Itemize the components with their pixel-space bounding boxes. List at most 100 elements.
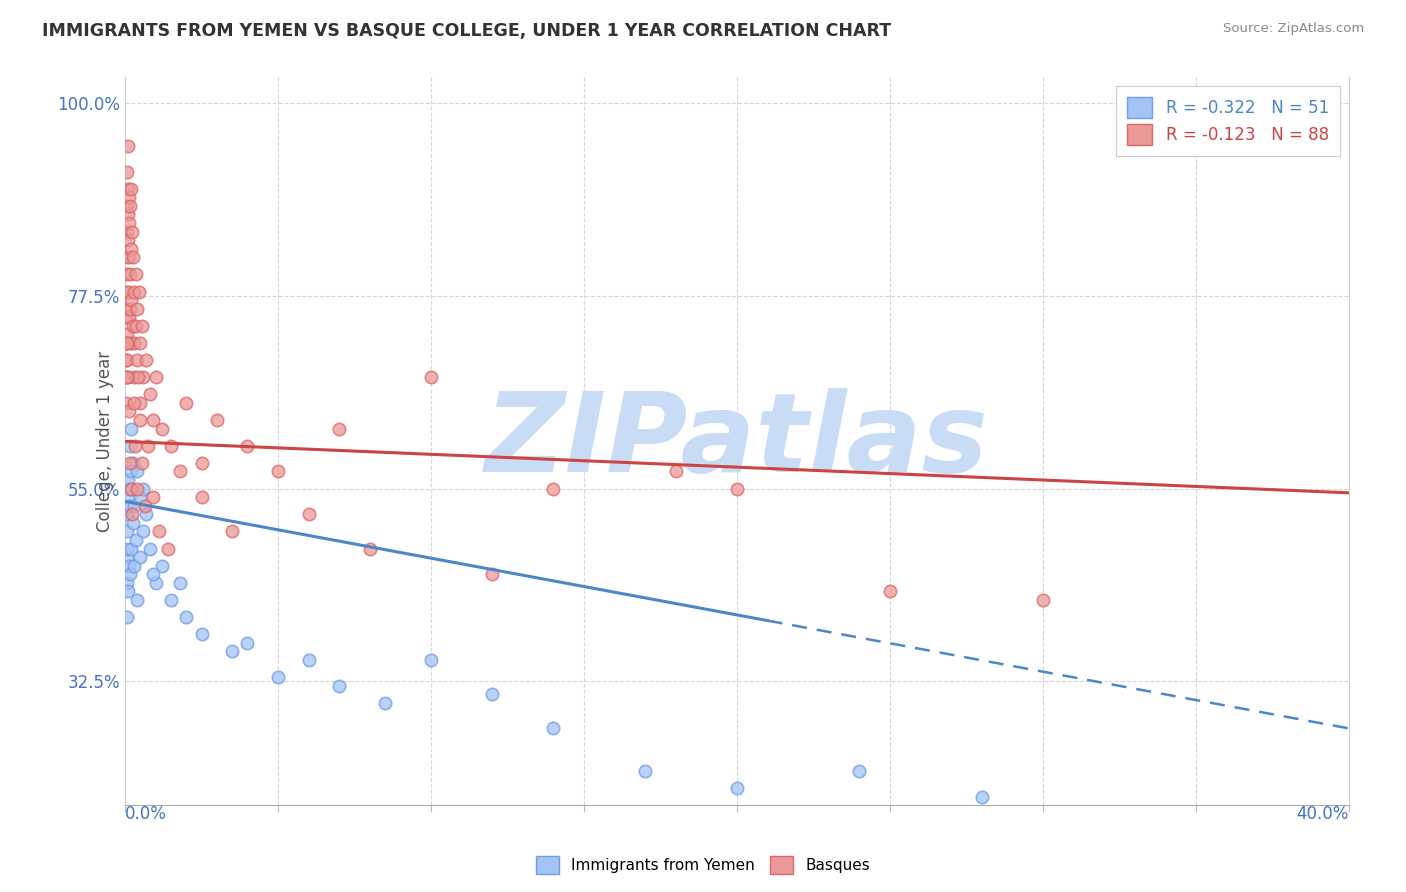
Point	[970, 789, 993, 804]
Point	[117, 370, 139, 384]
Point	[118, 199, 141, 213]
Point	[150, 422, 173, 436]
Point	[145, 575, 167, 590]
Point	[118, 301, 141, 316]
Point	[121, 318, 143, 333]
Point	[120, 293, 142, 307]
Point	[117, 182, 139, 196]
Point	[124, 439, 146, 453]
Point	[120, 482, 142, 496]
Point	[118, 439, 141, 453]
Point	[117, 164, 139, 178]
Point	[150, 558, 173, 573]
Point	[131, 318, 153, 333]
Point	[125, 268, 148, 282]
Point	[131, 456, 153, 470]
Point	[115, 335, 138, 350]
Point	[122, 285, 145, 299]
Point	[169, 465, 191, 479]
Point	[297, 508, 319, 522]
Point	[634, 764, 657, 779]
Point	[725, 781, 748, 796]
Point	[359, 541, 381, 556]
Point	[117, 327, 139, 342]
Point	[118, 250, 141, 264]
Point	[132, 482, 155, 496]
Point	[136, 439, 159, 453]
Legend: Immigrants from Yemen, Basques: Immigrants from Yemen, Basques	[530, 850, 876, 880]
Point	[190, 627, 212, 641]
Point	[160, 439, 183, 453]
Point	[374, 696, 396, 710]
Point	[117, 139, 139, 153]
Point	[134, 499, 156, 513]
Point	[142, 413, 165, 427]
Point	[118, 499, 141, 513]
Point	[138, 387, 160, 401]
Point	[120, 182, 142, 196]
Point	[117, 473, 139, 487]
Point	[118, 456, 141, 470]
Point	[148, 524, 170, 539]
Point	[120, 242, 142, 256]
Point	[120, 541, 142, 556]
Point	[115, 524, 138, 539]
Point	[127, 301, 149, 316]
Point	[127, 593, 149, 607]
Point	[328, 422, 350, 436]
Point	[543, 482, 565, 496]
Point	[115, 396, 138, 410]
Point	[115, 610, 138, 624]
Point	[129, 335, 152, 350]
Point	[115, 268, 138, 282]
Point	[138, 541, 160, 556]
Legend: R = -0.322   N = 51, R = -0.123   N = 88: R = -0.322 N = 51, R = -0.123 N = 88	[1115, 86, 1340, 156]
Point	[145, 370, 167, 384]
Point	[115, 310, 138, 325]
Point	[129, 396, 152, 410]
Point	[115, 225, 138, 239]
Point	[117, 207, 139, 221]
Point	[118, 268, 141, 282]
Point	[117, 584, 139, 599]
Point	[420, 653, 443, 667]
Point	[120, 422, 142, 436]
Point	[221, 644, 243, 658]
Text: IMMIGRANTS FROM YEMEN VS BASQUE COLLEGE, UNDER 1 YEAR CORRELATION CHART: IMMIGRANTS FROM YEMEN VS BASQUE COLLEGE,…	[42, 22, 891, 40]
Point	[121, 225, 143, 239]
Point	[420, 370, 443, 384]
Point	[118, 490, 141, 504]
Point	[132, 370, 155, 384]
Point	[122, 558, 145, 573]
Point	[174, 610, 197, 624]
Point	[132, 524, 155, 539]
Point	[115, 550, 138, 565]
Text: ZIPatlas: ZIPatlas	[485, 388, 988, 495]
Point	[135, 353, 157, 368]
Point	[121, 508, 143, 522]
Point	[115, 335, 138, 350]
Text: Source: ZipAtlas.com: Source: ZipAtlas.com	[1223, 22, 1364, 36]
Point	[118, 558, 141, 573]
Point	[328, 679, 350, 693]
Point	[118, 310, 141, 325]
Point	[725, 482, 748, 496]
Point	[236, 439, 259, 453]
Point	[1032, 593, 1054, 607]
Point	[128, 413, 150, 427]
Point	[125, 318, 148, 333]
Point	[142, 490, 165, 504]
Point	[118, 216, 141, 230]
Point	[127, 370, 149, 384]
Point	[174, 396, 197, 410]
Point	[118, 404, 141, 418]
Point	[114, 353, 136, 368]
Point	[121, 456, 143, 470]
Point	[127, 465, 149, 479]
Point	[125, 482, 148, 496]
Point	[121, 250, 143, 264]
Point	[115, 199, 138, 213]
Point	[115, 353, 138, 368]
Point	[115, 285, 138, 299]
Point	[115, 482, 138, 496]
